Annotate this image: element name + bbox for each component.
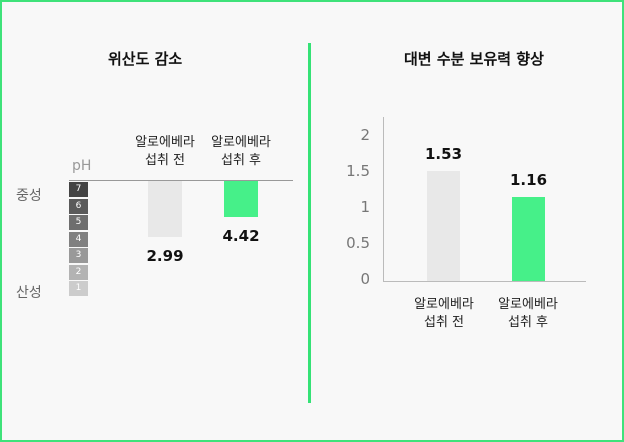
right-x-axis xyxy=(383,281,586,282)
left-bar-value-after: 4.42 xyxy=(222,227,260,246)
left-category-after-label: 알로에베라 섭취 후 xyxy=(211,135,271,168)
ph-scale-cell-7: 7 xyxy=(69,182,88,197)
left-bar-before xyxy=(148,181,182,238)
right-y-tick: 1 xyxy=(360,198,370,216)
right-category-after: 알로에베라 섭취 후 xyxy=(489,296,567,332)
left-axis-line xyxy=(69,180,293,181)
right-y-axis xyxy=(383,117,384,281)
side-label-acidic: 산성 xyxy=(16,285,42,301)
left-category-before: 알로에베라 섭취 전 xyxy=(126,134,204,170)
right-category-before-label: 알로에베라 섭취 전 xyxy=(414,297,474,330)
ph-label: pH xyxy=(72,158,92,174)
left-category-after: 알로에베라 섭취 후 xyxy=(202,134,280,170)
right-category-before: 알로에베라 섭취 전 xyxy=(405,296,483,332)
right-bar-value-before: 1.53 xyxy=(424,144,463,163)
right-chart-title: 대변 수분 보유력 향상 xyxy=(404,50,544,68)
right-bar-before xyxy=(427,170,460,281)
right-category-after-label: 알로에베라 섭취 후 xyxy=(498,297,558,330)
ph-scale-cell-6: 6 xyxy=(69,198,88,214)
left-chart-title: 위산도 감소 xyxy=(108,50,183,68)
right-y-tick: 0.5 xyxy=(346,234,370,252)
left-bar-value-before: 2.99 xyxy=(146,247,184,266)
ph-scale-cell-1: 1 xyxy=(69,281,88,296)
right-y-tick: 2 xyxy=(360,126,370,144)
side-label-neutral: 중성 xyxy=(16,188,42,204)
ph-scale-cell-3: 3 xyxy=(69,248,88,263)
ph-scale-cell-4: 4 xyxy=(69,231,88,247)
right-y-tick: 1.5 xyxy=(346,162,370,180)
left-bar-after xyxy=(224,181,258,218)
panel-divider xyxy=(308,43,311,403)
ph-scale-cell-5: 5 xyxy=(69,215,88,230)
right-bar-after xyxy=(512,197,545,281)
ph-scale-cell-2: 2 xyxy=(69,264,88,280)
right-y-tick: 0 xyxy=(360,270,370,288)
right-bar-value-after: 1.16 xyxy=(509,171,548,190)
left-category-before-label: 알로에베라 섭취 전 xyxy=(135,135,195,168)
